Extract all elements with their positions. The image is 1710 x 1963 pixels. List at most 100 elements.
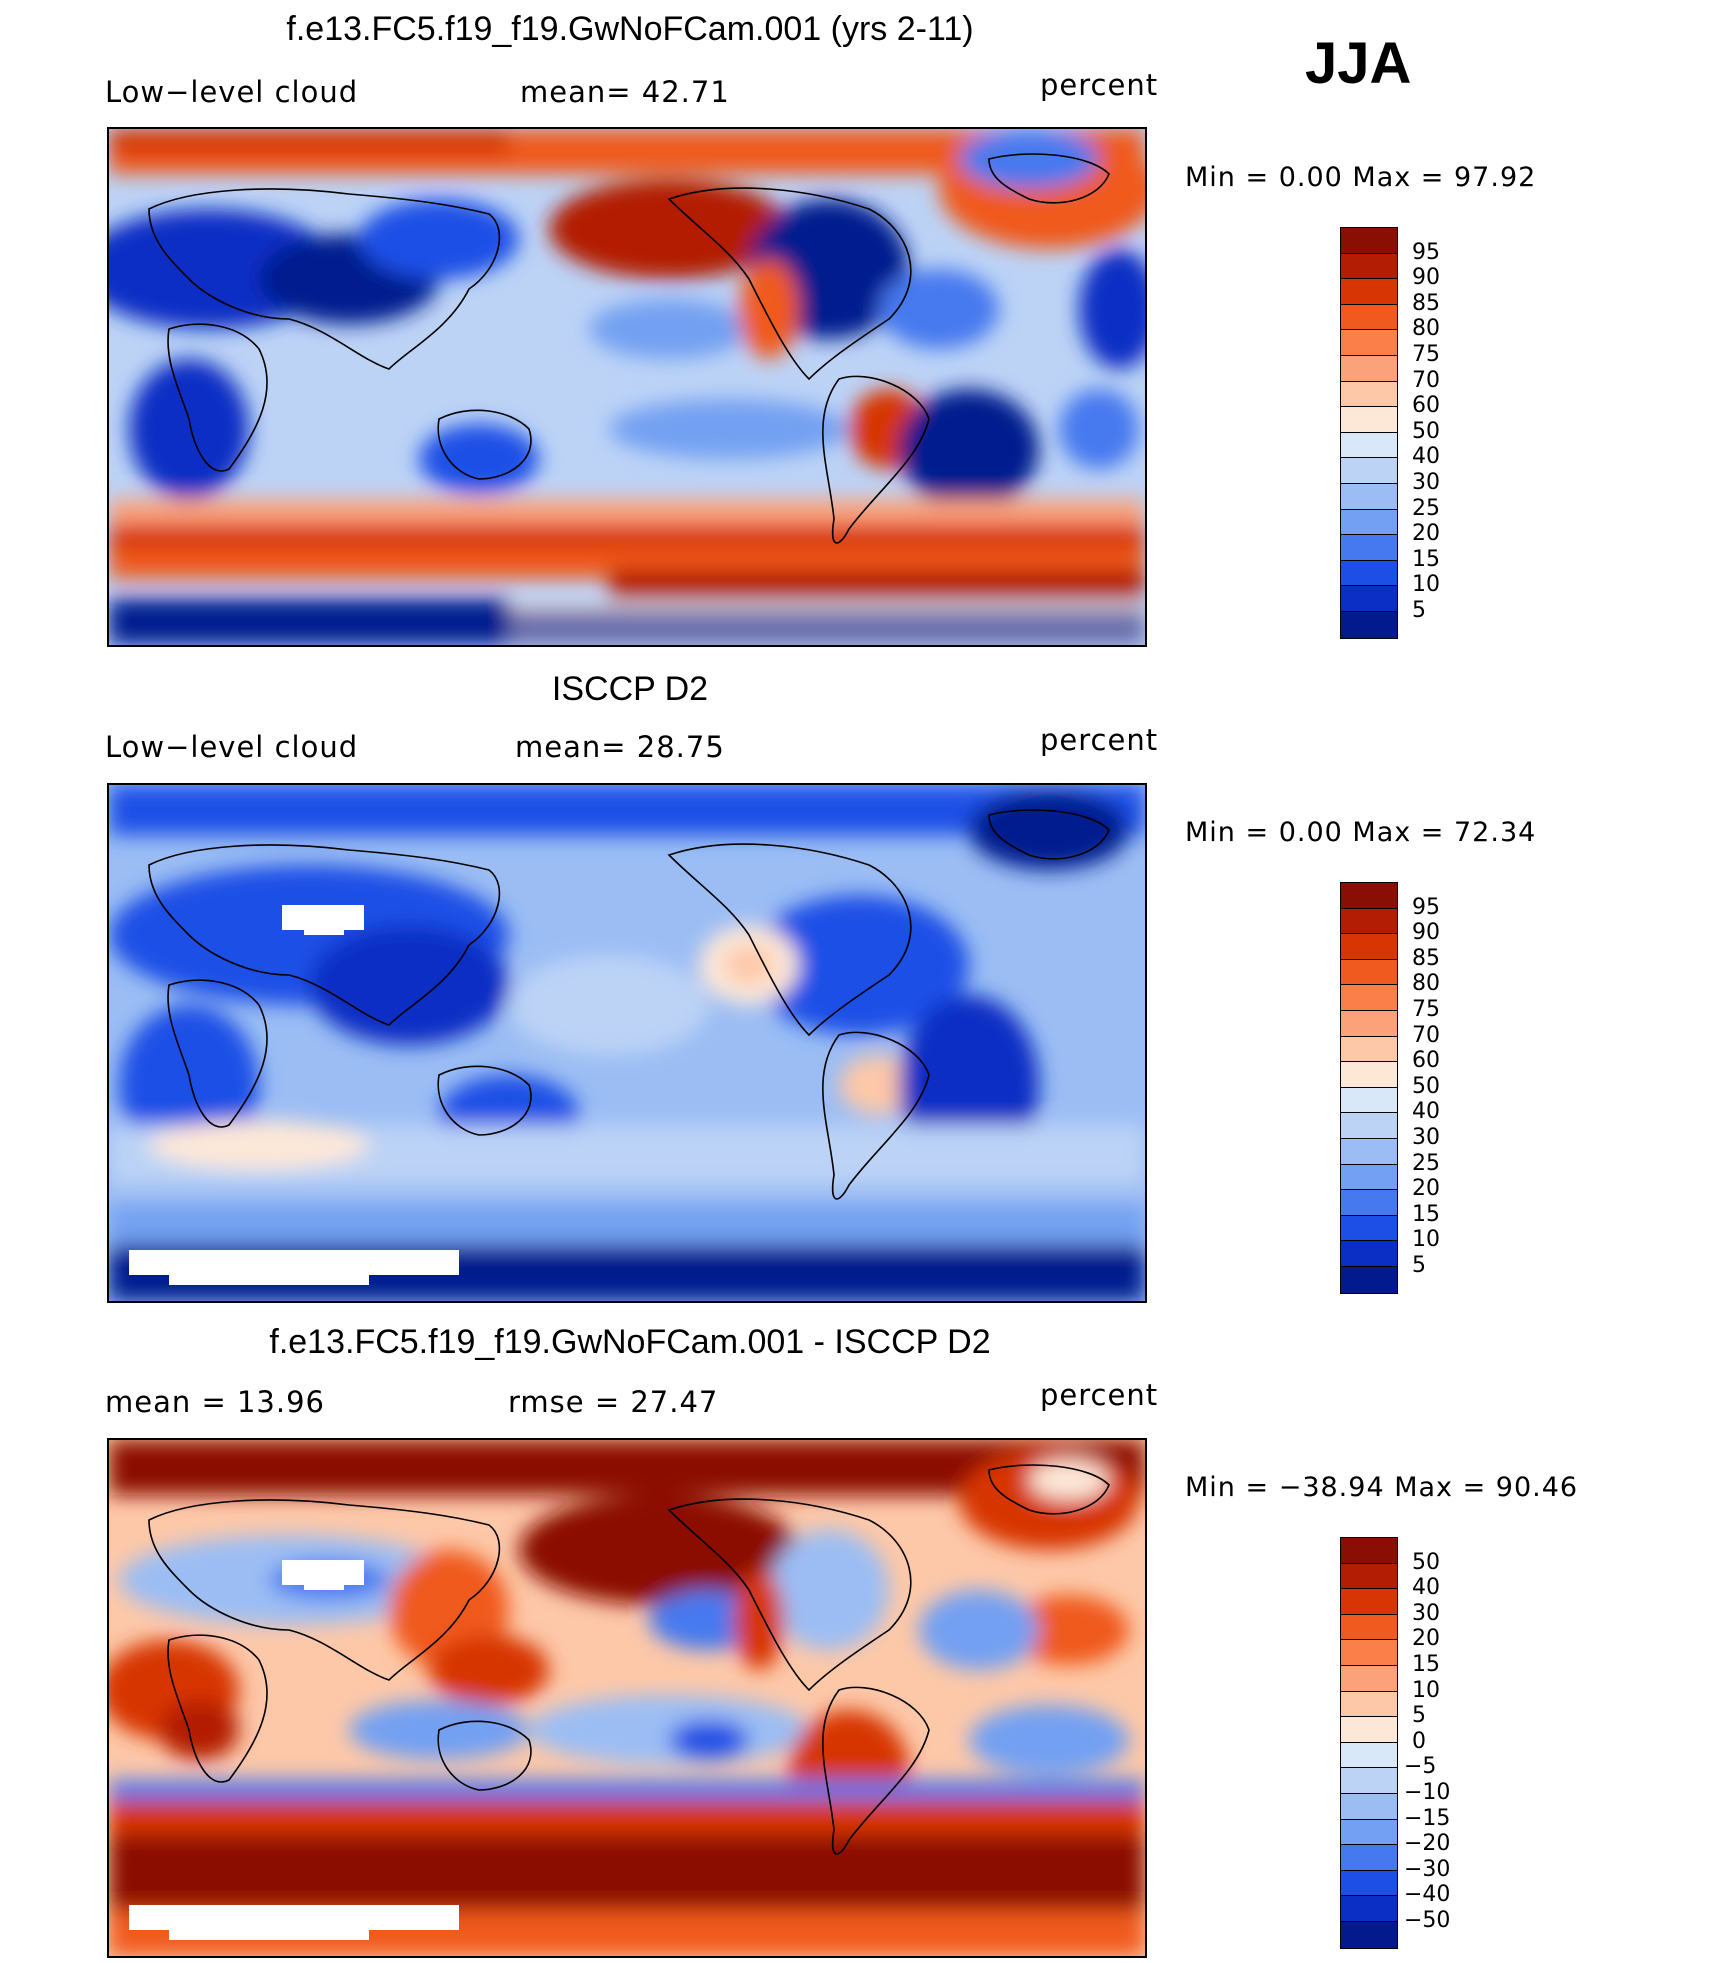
colorbar-swatch (1341, 1665, 1397, 1692)
colorbar-tick-label: 15 (1412, 1201, 1440, 1227)
colorbar-swatch (1341, 1614, 1397, 1641)
colorbar-tick-label: 30 (1412, 1600, 1440, 1626)
colorbar-swatch (1341, 1819, 1397, 1846)
panel-1-variable-label: Low−level cloud (105, 75, 359, 109)
colorbar-tick-label: 40 (1412, 1099, 1440, 1125)
colorbar-tick-label: −15 (1404, 1805, 1451, 1831)
colorbar-tick-label: −50 (1404, 1908, 1451, 1933)
colorbar-swatch (1341, 560, 1397, 587)
panel-2-mean-label: mean= 28.75 (515, 730, 725, 764)
colorbar-tick-label: 80 (1412, 316, 1440, 342)
colorbar-swatch (1341, 1113, 1397, 1139)
colorbar-swatch (1341, 586, 1397, 612)
panel-3-coastlines (148, 1464, 1110, 1855)
colorbar-tick-label: 15 (1412, 1652, 1440, 1677)
panel-1-mean-label: mean= 42.71 (520, 75, 730, 109)
panel-2-map-field (109, 785, 1145, 1301)
colorbar-tick-label: 80 (1412, 971, 1440, 997)
colorbar-tick-label: −20 (1404, 1831, 1451, 1857)
colorbar-swatch (1341, 1062, 1397, 1088)
panel-1-title: f.e13.FC5.f19_f19.GwNoFCam.001 (yrs 2-11… (286, 10, 974, 48)
colorbar-tick-label: 50 (1412, 1073, 1440, 1099)
colorbar-swatch (1341, 908, 1397, 935)
colorbar-swatch (1341, 1241, 1397, 1267)
colorbar-swatch (1341, 279, 1397, 305)
colorbar-tick-label: 15 (1412, 546, 1440, 572)
panel-1-map (107, 127, 1147, 647)
panel-2-min-max: Min = 0.00 Max = 72.34 (1185, 817, 1537, 848)
colorbar-tick-label: 30 (1412, 470, 1440, 495)
colorbar-tick-label: −40 (1404, 1882, 1451, 1908)
colorbar-swatch (1341, 228, 1397, 254)
colorbar-tick-label: 90 (1412, 265, 1440, 291)
panel-2-title: ISCCP D2 (551, 670, 709, 708)
colorbar-swatch (1341, 1087, 1397, 1114)
panel-1-colorbar (1340, 227, 1398, 639)
colorbar-swatch (1341, 1010, 1397, 1037)
colorbar-tick-label: 75 (1412, 342, 1440, 367)
colorbar-swatch (1341, 1036, 1397, 1063)
panel-2-colorbar (1340, 882, 1398, 1294)
colorbar-tick-label: 50 (1412, 418, 1440, 444)
colorbar-swatch (1341, 883, 1397, 909)
colorbar-swatch (1341, 304, 1397, 331)
colorbar-tick-label: 10 (1412, 572, 1440, 598)
colorbar-swatch (1341, 1589, 1397, 1615)
colorbar-tick-label: 20 (1412, 1176, 1440, 1202)
colorbar-swatch (1341, 407, 1397, 433)
colorbar-swatch (1341, 985, 1397, 1011)
panel-3-title: f.e13.FC5.f19_f19.GwNoFCam.001 - ISCCP D… (269, 1323, 991, 1361)
colorbar-swatch (1341, 1138, 1397, 1165)
season-label: JJA (1305, 31, 1412, 96)
colorbar-swatch (1341, 1640, 1397, 1666)
panel-2-variable-label: Low−level cloud (105, 730, 359, 764)
colorbar-swatch (1341, 1164, 1397, 1191)
panel-2-coastlines (148, 809, 1110, 1200)
panel-3-map (107, 1438, 1147, 1958)
colorbar-swatch (1341, 483, 1397, 510)
colorbar-swatch (1341, 934, 1397, 960)
panel-2-units-label: percent (1040, 723, 1159, 757)
panel-3-map-field (109, 1440, 1145, 1956)
panel-1-units-label: percent (1040, 68, 1159, 102)
colorbar-tick-label: 20 (1412, 1626, 1440, 1652)
colorbar-tick-label: 10 (1412, 1227, 1440, 1253)
colorbar-swatch (1341, 1768, 1397, 1794)
colorbar-tick-label: 95 (1412, 894, 1440, 920)
panel-2-map (107, 783, 1147, 1303)
colorbar-swatch (1341, 458, 1397, 484)
colorbar-swatch (1341, 535, 1397, 561)
colorbar-swatch (1341, 1896, 1397, 1922)
colorbar-tick-label: 85 (1412, 290, 1440, 316)
panel-3-colorbar (1340, 1537, 1398, 1949)
colorbar-swatch (1341, 509, 1397, 536)
colorbar-swatch (1341, 611, 1397, 638)
colorbar-tick-label: 0 (1412, 1728, 1426, 1754)
colorbar-tick-label: −10 (1404, 1780, 1451, 1805)
colorbar-swatch (1341, 1717, 1397, 1743)
colorbar-swatch (1341, 432, 1397, 459)
colorbar-tick-label: 5 (1412, 1253, 1426, 1278)
colorbar-tick-label: 90 (1412, 920, 1440, 946)
colorbar-tick-label: 70 (1412, 367, 1440, 393)
colorbar-swatch (1341, 1563, 1397, 1590)
colorbar-tick-label: 20 (1412, 521, 1440, 547)
colorbar-tick-label: 40 (1412, 444, 1440, 470)
colorbar-swatch (1341, 1921, 1397, 1948)
panel-3-rmse-label: rmse = 27.47 (508, 1385, 719, 1419)
colorbar-tick-label: 10 (1412, 1677, 1440, 1703)
colorbar-swatch (1341, 1845, 1397, 1871)
panel-1-map-field (109, 129, 1145, 645)
colorbar-tick-label: −30 (1404, 1856, 1451, 1882)
colorbar-tick-label: 40 (1412, 1575, 1440, 1601)
colorbar-tick-label: 70 (1412, 1022, 1440, 1048)
colorbar-tick-label: 30 (1412, 1125, 1440, 1150)
colorbar-swatch (1341, 1190, 1397, 1216)
colorbar-tick-label: 5 (1412, 1703, 1426, 1729)
colorbar-tick-label: 25 (1412, 1150, 1440, 1176)
colorbar-swatch (1341, 381, 1397, 408)
colorbar-tick-label: 60 (1412, 393, 1440, 419)
colorbar-swatch (1341, 253, 1397, 280)
colorbar-swatch (1341, 959, 1397, 986)
panel-3-min-max: Min = −38.94 Max = 90.46 (1185, 1472, 1579, 1503)
